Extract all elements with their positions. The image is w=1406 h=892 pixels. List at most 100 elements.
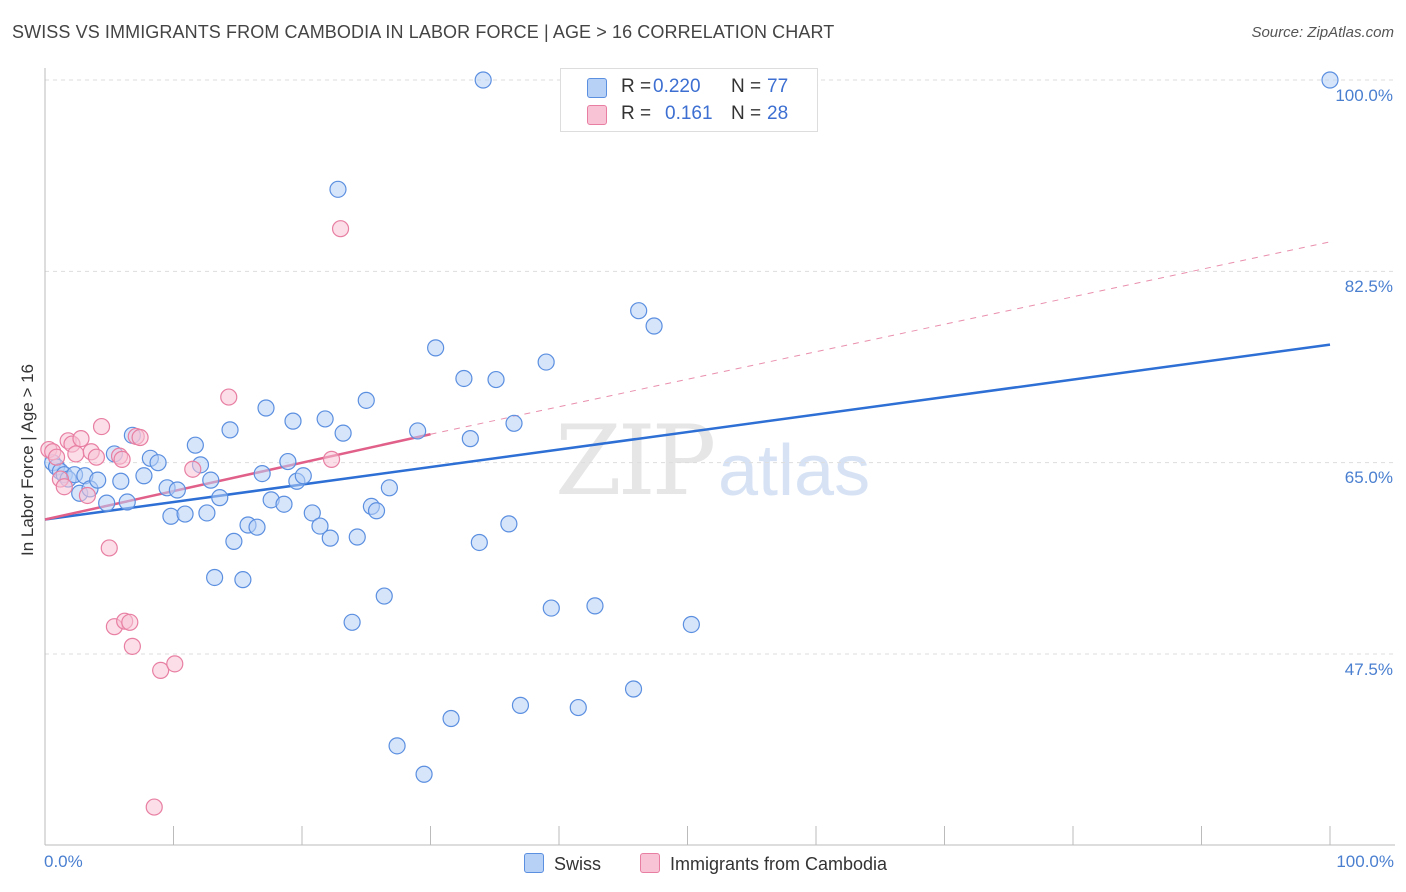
point-swiss [275,495,293,513]
point-swiss [624,680,643,698]
point-swiss [257,399,275,417]
legend-swatch-cambodia [587,105,607,125]
watermark-zip: ZIP [555,405,716,517]
point-swiss [1321,71,1339,89]
point-swiss [409,422,427,440]
y-tick-label-82-5: 82.5% [1344,277,1393,296]
point-swiss [415,765,433,783]
point-swiss [500,515,518,533]
chart-title: SWISS VS IMMIGRANTS FROM CAMBODIA IN LAB… [12,22,835,42]
point-swiss [388,737,406,755]
bottom-legend-cambodia: Immigrants from Cambodia [640,853,887,875]
point-cambodia [145,798,163,816]
point-cambodia [220,388,238,406]
point-swiss [311,517,329,535]
point-swiss [645,317,663,335]
legend-swatch-swiss [587,78,607,98]
legend-n-value: 28 [767,103,789,124]
point-swiss [442,709,460,728]
point-cambodia [331,220,350,238]
point-cambodia [87,448,106,466]
axes [44,68,1395,846]
legend-r-value: 0.220 [653,76,701,97]
point-swiss [380,479,398,497]
point-swiss [294,467,312,485]
trend-line-cambodia-dashed [430,241,1331,435]
point-cambodia [67,445,85,463]
point-swiss [149,454,167,472]
point-swiss [303,504,321,522]
point-swiss [168,481,186,499]
point-swiss [279,452,297,471]
point-swiss [198,504,216,522]
point-cambodia [166,655,184,673]
x-tick-label-0: 0.0% [44,852,83,871]
point-swiss [248,518,266,536]
point-swiss [112,472,130,490]
point-swiss [367,502,386,520]
bottom-legend-swatch-cambodia [640,853,660,873]
legend-r-value: 0.161 [665,103,713,124]
point-swiss [321,529,339,547]
point-swiss [537,353,555,371]
bottom-legend-swatch-swiss [524,853,544,873]
point-cambodia [55,478,73,496]
point-cambodia [78,486,97,505]
point-swiss [334,424,352,442]
bottom-legend-swiss: Swiss [524,853,601,875]
correlation-legend: R = 0.220 N = 77 R = 0.161 N = 28 [560,68,818,132]
grid-lines [45,79,1395,655]
point-cambodia [322,450,341,468]
point-swiss [206,568,224,587]
point-swiss [569,698,587,717]
legend-n-value: 77 [767,76,789,97]
y-axis-label: In Labor Force | Age > 16 [18,363,37,557]
point-swiss [470,533,488,552]
trend-lines [44,241,1331,521]
point-swiss [211,489,229,507]
point-swiss [474,71,492,89]
point-swiss [329,180,347,198]
point-swiss [511,696,530,714]
y-tick-label-65: 65.0% [1344,468,1393,487]
point-swiss [586,597,604,615]
point-swiss [348,528,366,546]
point-swiss [461,430,479,448]
trend-line-swiss [44,343,1331,521]
point-swiss [135,467,153,485]
x-tick-label-100: 100.0% [1336,852,1394,871]
point-cambodia [100,539,118,557]
bottom-legend-label-swiss: Swiss [554,854,602,874]
point-swiss [284,412,302,430]
point-swiss [186,436,204,454]
point-swiss [316,410,334,428]
point-swiss [234,571,252,589]
y-tick-label-47-5: 47.5% [1344,660,1393,679]
point-swiss [162,507,180,525]
point-swiss [487,370,505,389]
y-tick-label-100: 100.0% [1335,86,1393,105]
point-cambodia [152,661,170,680]
point-swiss [118,493,136,511]
data-points [40,71,1339,816]
legend-n-label: N = [731,103,762,124]
point-swiss [455,369,473,388]
point-cambodia [184,460,202,478]
point-swiss [427,339,445,357]
point-swiss [505,414,523,432]
point-swiss [682,615,700,634]
point-cambodia [121,613,139,631]
legend-r-label: R = [621,76,652,97]
point-swiss [253,465,271,483]
point-cambodia [113,450,131,468]
point-swiss [225,532,243,550]
legend-n-label: N = [731,76,762,97]
point-swiss [221,421,239,439]
point-swiss [98,494,116,512]
point-swiss [176,505,194,523]
point-cambodia [131,428,149,447]
point-cambodia [72,430,90,448]
bottom-legend-label-cambodia: Immigrants from Cambodia [670,854,888,874]
point-swiss [375,587,393,605]
